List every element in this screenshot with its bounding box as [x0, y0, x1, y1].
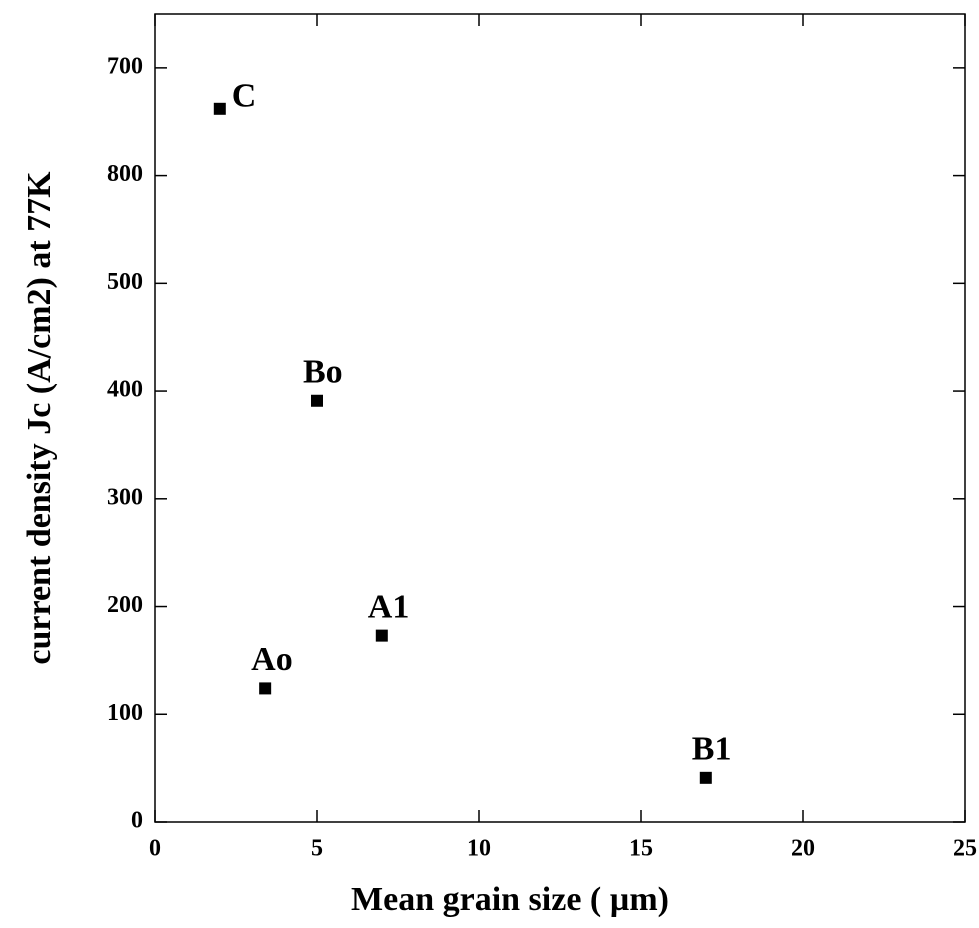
point-label: Ao: [251, 641, 293, 678]
x-tick-label: 0: [149, 836, 161, 862]
point: [375, 629, 388, 642]
point: [213, 102, 226, 115]
x-tick-label: 15: [629, 836, 653, 862]
x-tick-label: 25: [953, 836, 977, 862]
plot-frame: [154, 13, 966, 823]
point-label: Bo: [303, 354, 343, 391]
point-label: A1: [368, 588, 410, 625]
x-tick-label: 20: [791, 836, 815, 862]
y-axis-label: current density Jc (A/cm2) at 77K: [21, 171, 58, 665]
point: [311, 394, 323, 407]
y-tick-label: 400: [107, 377, 143, 403]
x-tick-label: 10: [467, 836, 491, 862]
point-label: C: [232, 78, 257, 115]
point-label: B1: [692, 731, 732, 768]
y-tick-label: 100: [107, 700, 143, 726]
x-tick-label: 5: [311, 836, 323, 862]
x-axis-label: Mean grain size ( µm): [351, 881, 669, 918]
y-tick-label: 200: [107, 592, 143, 618]
y-tick-label: 500: [107, 269, 143, 295]
y-tick-label: 0: [131, 808, 143, 834]
y-tick-label: 700: [107, 53, 143, 79]
y-tick-label: 300: [107, 484, 143, 510]
point: [699, 771, 712, 784]
point: [259, 682, 272, 695]
y-tick-label: 800: [107, 161, 143, 187]
